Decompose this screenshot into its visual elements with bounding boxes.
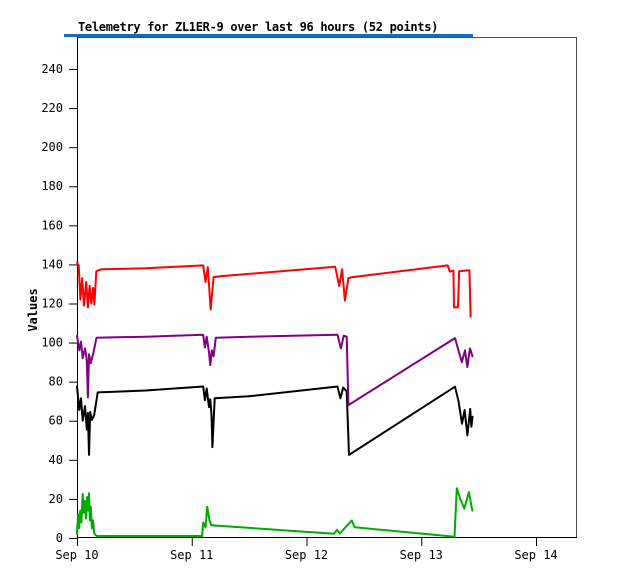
x-tick-label: Sep 12 (285, 548, 328, 562)
series-line-green (76, 487, 474, 538)
y-tick-label: 160 (41, 218, 63, 232)
x-tick-label: Sep 13 (400, 548, 443, 562)
title-underline (64, 34, 473, 37)
y-tick-label: 120 (41, 296, 63, 310)
y-tick-label: 40 (49, 453, 63, 467)
x-tick-label: Sep 11 (170, 548, 213, 562)
y-tick-label: 180 (41, 179, 63, 193)
y-tick-label: 140 (41, 257, 63, 271)
series-line-black (76, 385, 474, 456)
y-tick-label: 240 (41, 62, 63, 76)
y-tick-label: 0 (56, 531, 63, 545)
y-tick-label: 60 (49, 414, 63, 428)
series-line-red (76, 261, 472, 318)
x-tick-label: Sep 10 (55, 548, 98, 562)
y-tick-label: 20 (49, 492, 63, 506)
y-tick-label: 200 (41, 140, 63, 154)
series-line-purple (76, 333, 474, 407)
chart-title-link[interactable]: Telemetry for ZL1ER-9 over last 96 hours… (78, 20, 439, 34)
x-tick-label: Sep 14 (514, 548, 557, 562)
y-tick-label: 100 (41, 336, 63, 350)
y-tick-label: 220 (41, 101, 63, 115)
y-tick-label: 80 (49, 375, 63, 389)
